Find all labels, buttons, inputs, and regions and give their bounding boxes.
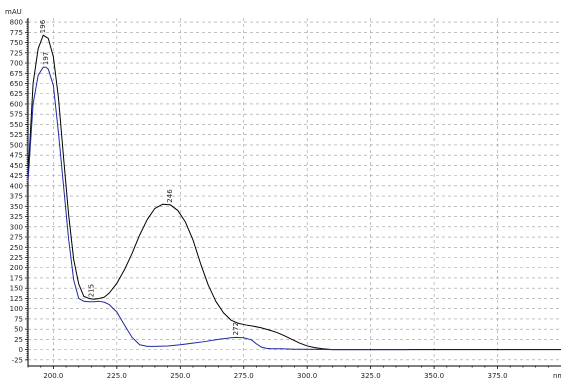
- x-tick-label: 225.0: [107, 372, 127, 380]
- x-tick-label: 375.0: [488, 372, 508, 380]
- peak-label: 272: [232, 322, 240, 335]
- y-tick-label: 475: [10, 152, 23, 160]
- y-tick-label: 775: [10, 29, 23, 37]
- y-tick-label: 50: [14, 326, 23, 334]
- x-tick-label: 250.0: [170, 372, 190, 380]
- x-axis-unit-label: nm: [553, 372, 561, 380]
- y-tick-label: 550: [10, 121, 23, 129]
- y-tick-label: 175: [10, 274, 23, 282]
- y-tick-label: 600: [10, 100, 23, 108]
- y-tick-label: 425: [10, 172, 23, 180]
- y-tick-label: 650: [10, 80, 23, 88]
- y-tick-label: 25: [14, 336, 23, 344]
- y-tick-label: 225: [10, 254, 23, 262]
- y-tick-label: 625: [10, 90, 23, 98]
- axis-layer: -25 0 25 50 75 100 125 150 175 200 225 250 275 300 325…: [10, 18, 561, 380]
- y-tick-label: 75: [14, 315, 23, 323]
- y-tick-label: 375: [10, 193, 23, 201]
- y-tick-label: 350: [10, 203, 23, 211]
- peak-label: 215: [87, 284, 95, 297]
- x-tick-label: 275.0: [234, 372, 254, 380]
- y-tick-label: 325: [10, 213, 23, 221]
- y-tick-label: 300: [10, 223, 23, 231]
- y-tick-label: 450: [10, 162, 23, 170]
- y-tick-label: 500: [10, 141, 23, 149]
- y-tick-label: 250: [10, 244, 23, 252]
- peak-label: 196: [39, 19, 47, 33]
- y-tick-label: 750: [10, 39, 23, 47]
- spectrum-line-2: [27, 66, 409, 351]
- y-tick-label: 200: [10, 264, 23, 272]
- x-tick-label: 200.0: [43, 372, 63, 380]
- y-tick-label: 150: [10, 285, 23, 293]
- y-tick-label: 275: [10, 234, 23, 242]
- y-tick-label: 400: [10, 182, 23, 190]
- y-tick-label: 100: [10, 305, 23, 313]
- y-tick-label: 0: [19, 346, 23, 354]
- y-tick-label: 725: [10, 49, 23, 57]
- y-tick-label: 800: [10, 19, 23, 27]
- y-tick-label: 575: [10, 111, 23, 119]
- x-tick-label: 350.0: [424, 372, 444, 380]
- grid-layer: [28, 18, 561, 366]
- peak-label: 246: [166, 189, 174, 203]
- y-tick-label: 125: [10, 295, 23, 303]
- y-tick-label: 525: [10, 131, 23, 139]
- x-tick-label: 325.0: [361, 372, 381, 380]
- y-axis-unit-label: mAU: [5, 8, 22, 16]
- y-tick-label: -25: [12, 356, 23, 364]
- y-tick-label: 675: [10, 70, 23, 78]
- y-tick-label: 700: [10, 60, 23, 68]
- spectrum-line-1: [27, 34, 561, 351]
- x-tick-label: 300.0: [297, 372, 317, 380]
- series-layer: [27, 34, 561, 351]
- peak-label-layer: 196 197 215 246 272: [39, 19, 240, 335]
- peak-label: 197: [42, 52, 50, 65]
